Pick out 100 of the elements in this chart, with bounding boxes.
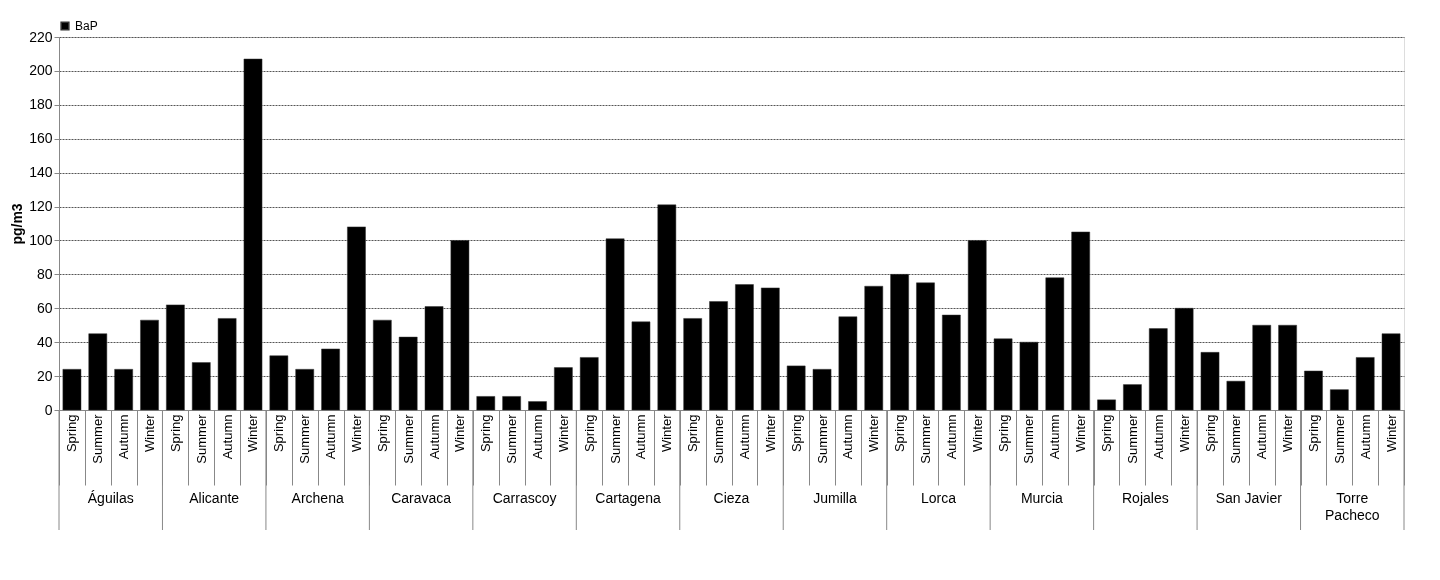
x-tick-label: Spring <box>1305 414 1321 453</box>
y-tick-label: 0 <box>44 401 53 418</box>
bar <box>1174 308 1194 411</box>
x-tick-label: Spring <box>788 414 804 453</box>
bar <box>398 336 418 411</box>
text: Caravaca <box>391 490 452 506</box>
x-tick-label: Winter <box>1073 413 1089 453</box>
bar <box>838 316 858 411</box>
x-tick-label: Spring <box>64 414 80 453</box>
x-tick-label: Summer <box>1124 413 1140 464</box>
x-tick-label: Winter <box>142 413 158 453</box>
bar <box>761 287 780 411</box>
text: Cartagena <box>595 490 661 506</box>
x-tick-label: Spring <box>1202 414 1218 453</box>
bar <box>916 282 935 411</box>
bar <box>502 396 521 411</box>
bar <box>1381 333 1401 411</box>
bar <box>657 204 677 411</box>
y-tick-label: 100 <box>29 231 53 248</box>
bar <box>1252 324 1272 411</box>
x-tick-label: Winter <box>1176 413 1192 453</box>
y-tick-label: 160 <box>29 130 53 147</box>
bar <box>1071 231 1090 411</box>
y-tick-label: 20 <box>36 367 53 384</box>
bar <box>166 304 185 411</box>
bar <box>1123 384 1142 411</box>
x-tick-label: Spring <box>271 414 287 453</box>
y-axis-title: pg/m3 <box>9 203 26 245</box>
bar <box>373 319 392 411</box>
bar <box>114 369 133 411</box>
bar <box>683 318 702 411</box>
x-tick-label: Autumn <box>1357 414 1373 460</box>
x-tick-label: Autumn <box>219 414 235 460</box>
text: Torre Pacheco <box>1325 490 1380 523</box>
bar <box>140 319 159 411</box>
x-tick-label: Autumn <box>116 414 132 460</box>
x-tick-label: Spring <box>581 414 597 453</box>
x-tick-label: Summer <box>1331 413 1347 464</box>
text: San Javier <box>1215 490 1283 506</box>
text: Rojales <box>1121 490 1169 506</box>
bar <box>1097 399 1116 411</box>
x-tick-label: Autumn <box>736 414 752 460</box>
x-tick-label: Summer <box>90 413 106 464</box>
bar <box>347 226 366 411</box>
x-tick-label: Autumn <box>633 414 649 460</box>
bar <box>1330 389 1349 411</box>
x-tick-label: Winter <box>348 413 364 453</box>
x-tick-label: Spring <box>685 414 701 453</box>
bar <box>62 369 82 411</box>
x-tick-label: Summer <box>607 413 623 464</box>
x-tick-label: Summer <box>917 413 933 464</box>
y-tick-label: 220 <box>29 28 53 45</box>
bar <box>967 240 987 411</box>
bar <box>88 333 108 411</box>
text: Carrascoy <box>492 490 557 506</box>
x-tick-label: Summer <box>504 413 520 464</box>
x-tick-label: Autumn <box>840 414 856 460</box>
text: Lorca <box>920 490 957 506</box>
bar <box>1045 277 1065 411</box>
bar <box>476 396 496 411</box>
x-tick-label: Summer <box>1228 413 1244 464</box>
bar <box>579 357 599 411</box>
x-tick-label: Winter <box>452 413 468 453</box>
x-tick-label: Summer <box>193 413 209 464</box>
bar <box>450 240 470 411</box>
bar <box>942 314 961 411</box>
text: Archena <box>291 490 344 506</box>
bar <box>786 365 806 411</box>
bar <box>631 321 651 411</box>
bar <box>217 318 237 411</box>
bar <box>605 238 625 411</box>
text: Alicante <box>189 490 240 506</box>
x-tick-label: Spring <box>995 414 1011 453</box>
bar <box>295 369 315 411</box>
bar <box>709 301 728 411</box>
x-tick-label: Winter <box>245 413 261 453</box>
bar <box>1019 341 1039 411</box>
bar <box>1278 324 1297 411</box>
x-tick-label: Winter <box>555 413 571 453</box>
x-tick-label: Autumn <box>323 414 339 460</box>
x-tick-label: Winter <box>866 413 882 453</box>
x-tick-label: Winter <box>969 413 985 453</box>
bar <box>321 348 340 411</box>
x-tick-label: Winter <box>1280 413 1296 453</box>
bar <box>554 367 573 411</box>
x-tick-label: Winter <box>762 413 778 453</box>
x-tick-label: Spring <box>478 414 494 453</box>
x-tick-label: Spring <box>1099 414 1115 453</box>
x-tick-label: Spring <box>892 414 908 453</box>
y-tick-label: 200 <box>29 62 53 79</box>
x-tick-label: Autumn <box>426 414 442 460</box>
text: Águilas <box>87 490 134 506</box>
x-tick-label: Summer <box>711 413 727 464</box>
x-tick-label: Summer <box>814 413 830 464</box>
bar <box>1355 357 1375 411</box>
x-tick-label: Autumn <box>530 414 546 460</box>
x-tick-label: Summer <box>1021 413 1037 464</box>
bar <box>191 362 211 411</box>
x-tick-label: Winter <box>1383 413 1399 453</box>
x-tick-label: Summer <box>297 413 313 464</box>
